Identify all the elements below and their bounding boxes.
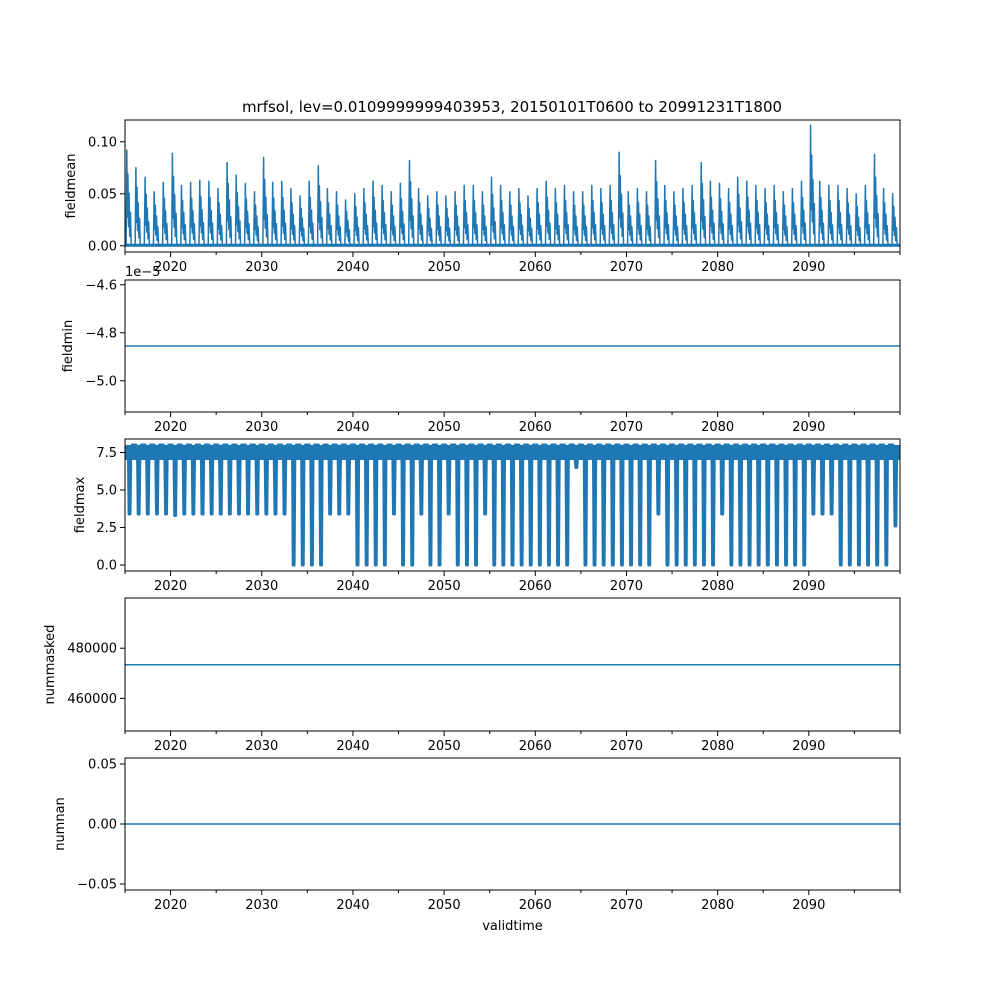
- y-tick-label: 0.10: [88, 135, 117, 150]
- x-tick-label: 2030: [245, 420, 278, 435]
- x-tick-label: 2050: [428, 898, 461, 913]
- x-tick-label: 2080: [701, 260, 734, 275]
- fieldmax-data: [125, 443, 900, 567]
- x-tick-label: 2030: [245, 579, 278, 594]
- y-tick-label: 0.05: [88, 187, 117, 202]
- subplots: 2020 2030 2040 2050 2060 2070 2080 20900.000.05…: [43, 119, 901, 934]
- x-tick-label: 2030: [245, 739, 278, 754]
- y-axis-label: nummasked: [43, 625, 58, 705]
- x-tick-label: 2020: [154, 898, 187, 913]
- x-tick-label: 2050: [428, 579, 461, 594]
- x-tick-label: 2020: [154, 579, 187, 594]
- x-tick-label: 2090: [792, 739, 825, 754]
- x-tick-label: 2050: [428, 739, 461, 754]
- y-tick-label: 460000: [67, 692, 117, 707]
- subplot-fieldmax: 2020 2030 2040 2050 2060 2070 2080 2090 0.0 2.5 5.…: [73, 438, 901, 594]
- subplot-fieldmean: 2020 2030 2040 2050 2060 2070 2080 2090 0.00 0.05…: [64, 119, 901, 275]
- x-tick-label: 2070: [610, 420, 643, 435]
- y-tick-label: −4.6: [85, 278, 117, 293]
- x-tick-label: 2060: [519, 260, 552, 275]
- x-axis-label: validtime: [482, 919, 543, 934]
- x-tick-label: 2060: [519, 579, 552, 594]
- fieldmin-axes-frame: [124, 279, 901, 413]
- x-tick-label: 2090: [792, 260, 825, 275]
- y-tick-label: −0.05: [77, 878, 117, 893]
- fieldmean-series-line: [125, 124, 900, 247]
- x-tick-label: 2070: [610, 579, 643, 594]
- x-tick-label: 2040: [336, 579, 369, 594]
- x-tick-label: 2040: [336, 898, 369, 913]
- x-tick-label: 2070: [610, 898, 643, 913]
- x-tick-label: 2050: [428, 420, 461, 435]
- y-axis-label: fieldmean: [64, 154, 79, 219]
- y-axis-label: numnan: [53, 797, 68, 851]
- y-tick-label: 0.00: [88, 818, 117, 833]
- figure-title: mrfsol, lev=0.0109999999403953, 20150101…: [242, 98, 782, 116]
- x-tick-label: 2040: [336, 739, 369, 754]
- x-tick-label: 2090: [792, 579, 825, 594]
- nummasked-axes-frame: [124, 597, 901, 732]
- x-tick-label: 2030: [245, 260, 278, 275]
- fieldmean-data: [125, 124, 900, 247]
- x-tick-label: 2020: [154, 739, 187, 754]
- x-tick-label: 2080: [701, 898, 734, 913]
- y-tick-label: 0.00: [88, 239, 117, 254]
- y-tick-label: 7.5: [96, 446, 117, 461]
- subplot-nummasked: 2020 2030 2040 2050 2060 2070 2080 2090 460000 48…: [43, 597, 901, 754]
- fieldmax-axes-frame: [124, 438, 901, 572]
- x-tick-label: 2060: [519, 739, 552, 754]
- x-tick-label: 2070: [610, 260, 643, 275]
- x-tick-label: 2040: [336, 420, 369, 435]
- y-tick-label: 5.0: [96, 484, 117, 499]
- y-axis-label: fieldmax: [73, 477, 88, 534]
- y-tick-label: 480000: [67, 642, 117, 657]
- x-tick-label: 2040: [336, 260, 369, 275]
- fieldmean-axes-frame: [124, 119, 901, 253]
- fieldmax-series-line: [125, 443, 900, 567]
- subplot-numnan: 2020 2030 2040 2050 2060 2070 2080 2090 −0.05 0.0…: [53, 757, 901, 934]
- x-tick-label: 2090: [792, 898, 825, 913]
- x-tick-label: 2090: [792, 420, 825, 435]
- y-tick-label: 2.5: [96, 521, 117, 536]
- x-tick-label: 2020: [154, 260, 187, 275]
- y-tick-label: 0.0: [96, 559, 117, 574]
- x-tick-label: 2030: [245, 898, 278, 913]
- x-tick-label: 2060: [519, 898, 552, 913]
- y-offset-label: 1e−5: [125, 265, 160, 280]
- fieldmean-base-band: [125, 243, 900, 247]
- y-axis-label: fieldmin: [61, 320, 76, 373]
- y-tick-label: −5.0: [85, 374, 117, 389]
- x-tick-label: 2050: [428, 260, 461, 275]
- x-tick-label: 2060: [519, 420, 552, 435]
- x-tick-label: 2080: [701, 579, 734, 594]
- x-tick-label: 2080: [701, 739, 734, 754]
- x-tick-label: 2080: [701, 420, 734, 435]
- x-tick-label: 2020: [154, 420, 187, 435]
- x-tick-label: 2070: [610, 739, 643, 754]
- y-tick-label: −4.8: [85, 326, 117, 341]
- subplot-fieldmin: 2020 2030 2040 2050 2060 2070 2080 2090 −5.0 −4.8…: [61, 265, 901, 435]
- y-tick-label: 0.05: [88, 758, 117, 773]
